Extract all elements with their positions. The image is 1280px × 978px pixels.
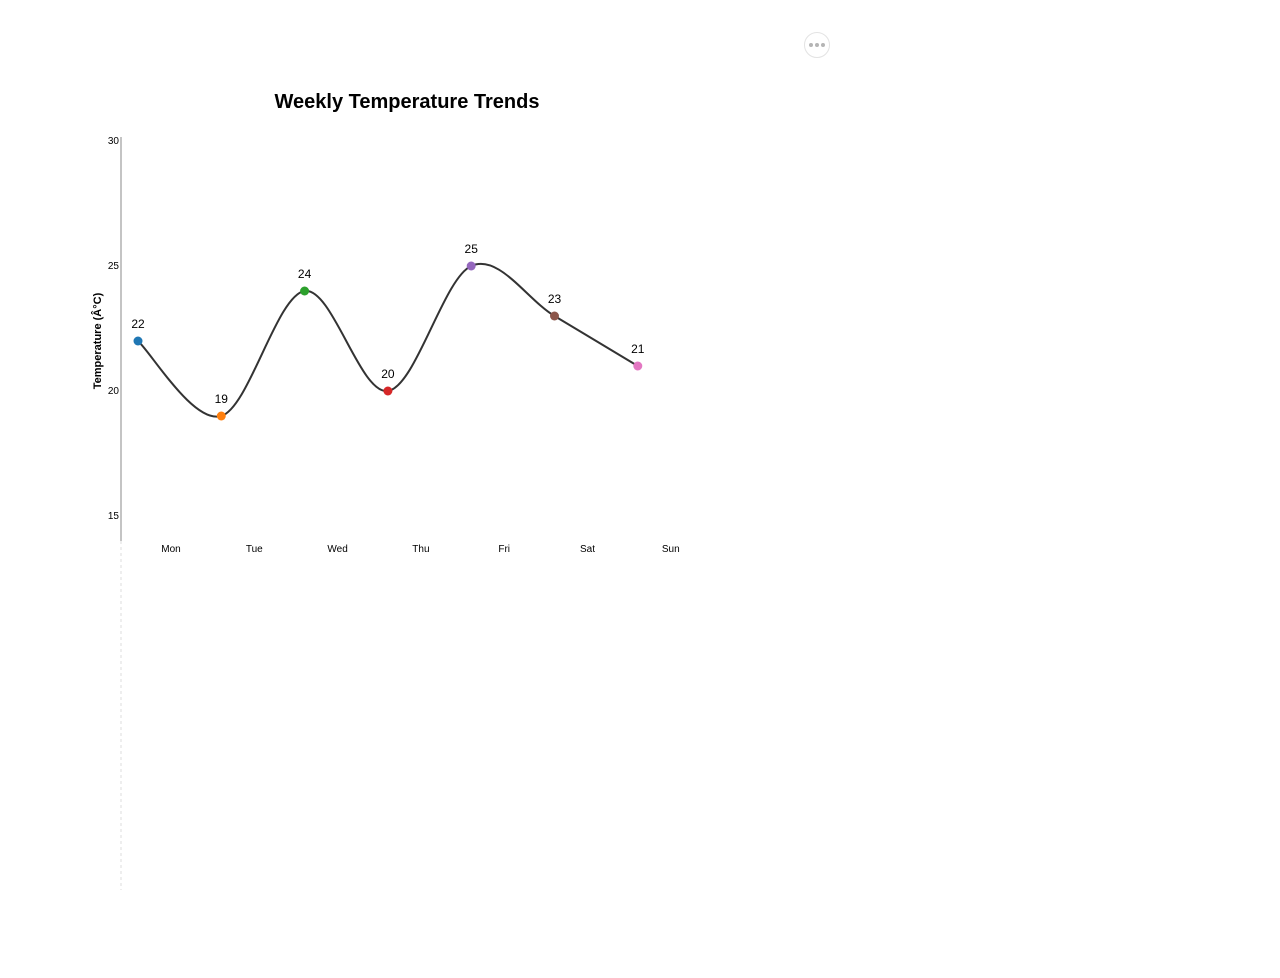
y-tick-label: 30: [108, 136, 120, 147]
data-point[interactable]: [216, 411, 226, 421]
data-label: 20: [381, 367, 395, 381]
data-label: 22: [131, 317, 145, 331]
x-tick-label: Thu: [412, 544, 429, 555]
data-label: 19: [215, 392, 229, 406]
data-label: 21: [631, 342, 645, 356]
more-horizontal-icon-dot: [821, 43, 825, 47]
data-label: 25: [465, 242, 479, 256]
data-point[interactable]: [633, 361, 643, 371]
x-tick-label: Tue: [246, 544, 263, 555]
more-horizontal-icon-dot: [815, 43, 819, 47]
y-axis-label: Temperature (Â°C): [91, 292, 104, 389]
x-tick-label: Sat: [580, 544, 595, 555]
more-options-button[interactable]: [804, 32, 830, 58]
data-label: 23: [548, 292, 562, 306]
y-tick-label: 15: [108, 511, 120, 522]
data-point[interactable]: [383, 386, 393, 396]
x-tick-label: Fri: [498, 544, 510, 555]
data-point[interactable]: [466, 261, 476, 271]
data-point[interactable]: [133, 336, 143, 346]
data-point[interactable]: [300, 286, 310, 296]
data-point[interactable]: [550, 311, 559, 321]
y-tick-label: 20: [108, 386, 120, 397]
more-horizontal-icon: [809, 43, 813, 47]
y-tick-label: 25: [108, 261, 120, 272]
x-tick-label: Mon: [161, 544, 180, 555]
x-tick-label: Wed: [327, 544, 347, 555]
data-label: 24: [298, 267, 312, 281]
chart-title: Weekly Temperature Trends: [275, 91, 540, 113]
x-tick-label: Sun: [662, 544, 680, 555]
